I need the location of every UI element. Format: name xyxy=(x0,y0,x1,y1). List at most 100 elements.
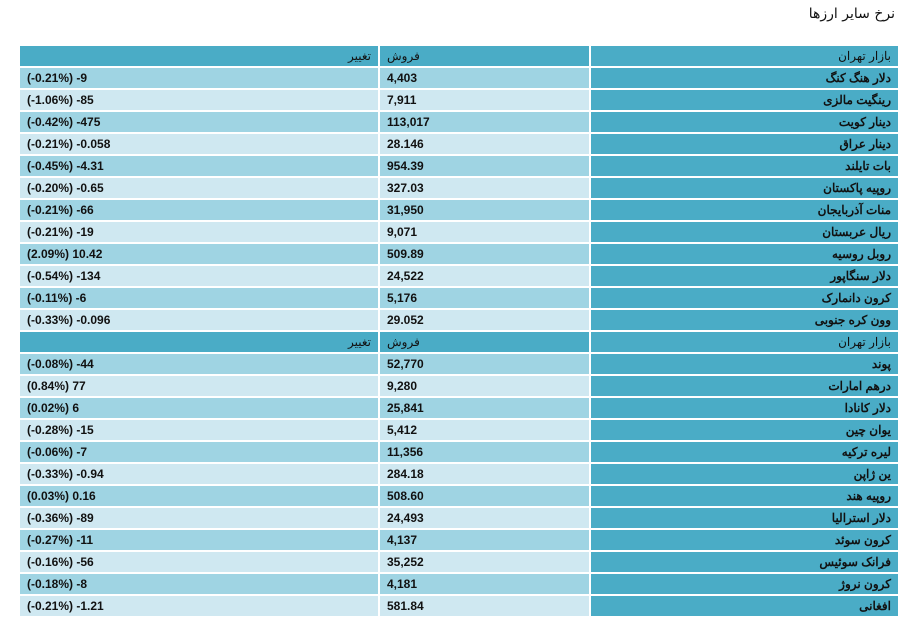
currency-name: لیره ترکیه xyxy=(591,442,898,462)
currency-name: دلار استرالیا xyxy=(591,508,898,528)
price-change: (0.84%) 77 xyxy=(20,376,378,396)
table-row: رینگیت مالزی 7,911 (-1.06%) -85 xyxy=(20,90,898,110)
currency-name: درهم امارات xyxy=(591,376,898,396)
currency-name: کرون سوئد xyxy=(591,530,898,550)
table-row: کرون دانمارک 5,176 (-0.11%) -6 xyxy=(20,288,898,308)
table-row: بات تایلند 954.39 (-0.45%) -4.31 xyxy=(20,156,898,176)
table-row: دینار کویت 113,017 (-0.42%) -475 xyxy=(20,112,898,132)
price-change: (-0.28%) -15 xyxy=(20,420,378,440)
price-change: (-0.16%) -56 xyxy=(20,552,378,572)
currency-name: دینار کویت xyxy=(591,112,898,132)
header-sell: فروش xyxy=(380,46,589,66)
sell-price: 25,841 xyxy=(380,398,589,418)
price-change: (-0.11%) -6 xyxy=(20,288,378,308)
currency-name: روپیه پاکستان xyxy=(591,178,898,198)
sell-price: 29.052 xyxy=(380,310,589,330)
price-change: (0.03%) 0.16 xyxy=(20,486,378,506)
table-row: پوند 52,770 (-0.08%) -44 xyxy=(20,354,898,374)
price-change: (-0.42%) -475 xyxy=(20,112,378,132)
sell-price: 52,770 xyxy=(380,354,589,374)
currency-name: فرانک سوئیس xyxy=(591,552,898,572)
price-change: (-0.21%) -19 xyxy=(20,222,378,242)
price-change: (0.02%) 6 xyxy=(20,398,378,418)
sell-price: 4,137 xyxy=(380,530,589,550)
currency-rates-table: بازار تهران فروش تغییر دلار هنگ کنگ 4,403… xyxy=(18,44,900,618)
sell-price: 113,017 xyxy=(380,112,589,132)
currency-name: وون کره جنوبی xyxy=(591,310,898,330)
price-change: (-0.18%) -8 xyxy=(20,574,378,594)
table-row: روبل روسیه 509.89 (2.09%) 10.42 xyxy=(20,244,898,264)
table-row: ریال عربستان 9,071 (-0.21%) -19 xyxy=(20,222,898,242)
table-header-row: بازار تهران فروش تغییر xyxy=(20,46,898,66)
table-row: دینار عراق 28.146 (-0.21%) -0.058 xyxy=(20,134,898,154)
table-subheader-row: بازار تهران فروش تغییر xyxy=(20,332,898,352)
currency-name: ریال عربستان xyxy=(591,222,898,242)
table-row: کرون نروژ 4,181 (-0.18%) -8 xyxy=(20,574,898,594)
price-change: (-0.33%) -0.94 xyxy=(20,464,378,484)
price-change: (-0.36%) -89 xyxy=(20,508,378,528)
price-change: (-0.21%) -9 xyxy=(20,68,378,88)
currency-name: منات آذربایجان xyxy=(591,200,898,220)
sell-price: 508.60 xyxy=(380,486,589,506)
currency-name: بات تایلند xyxy=(591,156,898,176)
sell-price: 284.18 xyxy=(380,464,589,484)
sell-price: 327.03 xyxy=(380,178,589,198)
subheader-currency-name: بازار تهران xyxy=(591,332,898,352)
price-change: (-0.54%) -134 xyxy=(20,266,378,286)
currency-name: پوند xyxy=(591,354,898,374)
sell-price: 11,356 xyxy=(380,442,589,462)
sell-price: 509.89 xyxy=(380,244,589,264)
price-change: (-0.27%) -11 xyxy=(20,530,378,550)
sell-price: 9,071 xyxy=(380,222,589,242)
table-row: دلار استرالیا 24,493 (-0.36%) -89 xyxy=(20,508,898,528)
currency-name: دلار کانادا xyxy=(591,398,898,418)
sell-price: 581.84 xyxy=(380,596,589,616)
table-row: کرون سوئد 4,137 (-0.27%) -11 xyxy=(20,530,898,550)
sell-price: 35,252 xyxy=(380,552,589,572)
sell-price: 954.39 xyxy=(380,156,589,176)
sell-price: 4,181 xyxy=(380,574,589,594)
price-change: (-0.20%) -0.65 xyxy=(20,178,378,198)
table-row: لیره ترکیه 11,356 (-0.06%) -7 xyxy=(20,442,898,462)
price-change: (-0.06%) -7 xyxy=(20,442,378,462)
price-change: (-0.45%) -4.31 xyxy=(20,156,378,176)
table-row: یوان چین 5,412 (-0.28%) -15 xyxy=(20,420,898,440)
table-row: درهم امارات 9,280 (0.84%) 77 xyxy=(20,376,898,396)
price-change: (-0.08%) -44 xyxy=(20,354,378,374)
header-change: تغییر xyxy=(20,46,378,66)
subheader-price-change: تغییر xyxy=(20,332,378,352)
table-row: دلار سنگاپور 24,522 (-0.54%) -134 xyxy=(20,266,898,286)
table-row: روپیه هند 508.60 (0.03%) 0.16 xyxy=(20,486,898,506)
table-row: وون کره جنوبی 29.052 (-0.33%) -0.096 xyxy=(20,310,898,330)
currency-name: ین ژاپن xyxy=(591,464,898,484)
table-row: ین ژاپن 284.18 (-0.33%) -0.94 xyxy=(20,464,898,484)
currency-name: افغانی xyxy=(591,596,898,616)
page-title: نرخ سایر ارزها xyxy=(808,6,895,22)
table-row: منات آذربایجان 31,950 (-0.21%) -66 xyxy=(20,200,898,220)
sell-price: 9,280 xyxy=(380,376,589,396)
table-row: افغانی 581.84 (-0.21%) -1.21 xyxy=(20,596,898,616)
sell-price: 31,950 xyxy=(380,200,589,220)
sell-price: 24,522 xyxy=(380,266,589,286)
table-row: فرانک سوئیس 35,252 (-0.16%) -56 xyxy=(20,552,898,572)
sell-price: 24,493 xyxy=(380,508,589,528)
currency-name: کرون نروژ xyxy=(591,574,898,594)
price-change: (-0.21%) -66 xyxy=(20,200,378,220)
currency-name: روپیه هند xyxy=(591,486,898,506)
sell-price: 4,403 xyxy=(380,68,589,88)
price-change: (-0.33%) -0.096 xyxy=(20,310,378,330)
currency-name: رینگیت مالزی xyxy=(591,90,898,110)
price-change: (-0.21%) -0.058 xyxy=(20,134,378,154)
subheader-sell-price: فروش xyxy=(380,332,589,352)
sell-price: 28.146 xyxy=(380,134,589,154)
table-row: دلار هنگ کنگ 4,403 (-0.21%) -9 xyxy=(20,68,898,88)
price-change: (-1.06%) -85 xyxy=(20,90,378,110)
table-row: دلار کانادا 25,841 (0.02%) 6 xyxy=(20,398,898,418)
currency-name: دلار سنگاپور xyxy=(591,266,898,286)
currency-name: یوان چین xyxy=(591,420,898,440)
currency-name: دلار هنگ کنگ xyxy=(591,68,898,88)
currency-name: دینار عراق xyxy=(591,134,898,154)
header-market: بازار تهران xyxy=(591,46,898,66)
price-change: (-0.21%) -1.21 xyxy=(20,596,378,616)
price-change: (2.09%) 10.42 xyxy=(20,244,378,264)
